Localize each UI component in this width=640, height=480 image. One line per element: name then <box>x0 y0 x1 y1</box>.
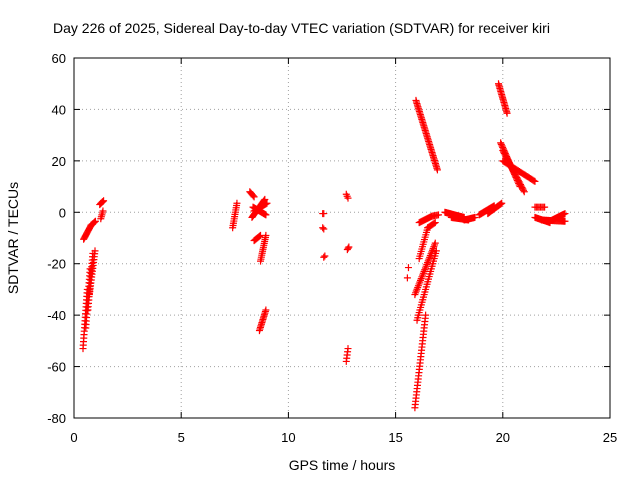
x-tick-label: 0 <box>70 430 77 445</box>
data-point <box>531 177 539 185</box>
data-point <box>520 188 528 196</box>
data-point <box>249 192 257 200</box>
y-tick-label: 20 <box>52 154 66 169</box>
x-axis-label: GPS time / hours <box>289 457 396 473</box>
data-point <box>561 210 569 218</box>
data-point <box>262 231 270 239</box>
data-point <box>99 197 107 205</box>
data-point <box>263 199 271 207</box>
data-point <box>99 207 107 215</box>
x-tick-label: 20 <box>496 430 510 445</box>
chart-title: Day 226 of 2025, Sidereal Day-to-day VTE… <box>53 20 550 36</box>
data-point <box>496 200 504 208</box>
data-point <box>503 109 511 117</box>
y-tick-label: -40 <box>47 308 66 323</box>
plot-frame <box>73 57 611 419</box>
data-point <box>404 264 412 272</box>
data-point <box>233 199 241 207</box>
data-point <box>319 224 327 232</box>
data-point <box>530 177 538 185</box>
data-point <box>320 210 328 218</box>
data-point <box>497 140 505 148</box>
data-points <box>79 80 569 412</box>
x-tick-label: 10 <box>281 430 295 445</box>
data-point <box>262 306 270 314</box>
data-point <box>498 199 506 207</box>
data-point <box>471 213 479 221</box>
data-point <box>262 211 270 219</box>
data-point <box>432 247 440 255</box>
x-tick-label: 5 <box>178 430 185 445</box>
data-point <box>90 219 98 227</box>
data-point <box>100 197 108 205</box>
data-point <box>422 311 430 319</box>
data-point <box>320 225 328 233</box>
data-point <box>431 219 439 227</box>
data-point <box>497 139 505 147</box>
data-point <box>250 193 258 201</box>
data-point <box>320 253 328 261</box>
data-point <box>403 274 411 282</box>
data-point <box>434 211 442 219</box>
data-point <box>98 198 106 206</box>
y-axis-ticks: -80 -60 -40 -20 0 20 40 60 <box>47 51 610 426</box>
data-point <box>256 232 264 240</box>
y-axis-label: SDTVAR / TECUs <box>5 182 21 294</box>
data-point <box>344 194 352 202</box>
data-point <box>344 244 352 252</box>
data-point <box>91 217 99 225</box>
x-axis-ticks: 0 5 10 15 20 25 <box>70 58 617 445</box>
data-point <box>520 186 528 194</box>
y-tick-label: 40 <box>52 102 66 117</box>
data-point <box>431 239 439 247</box>
data-point <box>497 200 505 208</box>
data-point <box>430 219 438 227</box>
y-tick-label: -20 <box>47 257 66 272</box>
data-point <box>561 217 569 225</box>
grid-lines <box>74 58 610 418</box>
data-point <box>345 243 353 251</box>
data-point <box>344 345 352 353</box>
y-tick-label: -80 <box>47 411 66 426</box>
data-point <box>321 252 329 260</box>
y-tick-label: 0 <box>59 205 66 220</box>
x-tick-label: 25 <box>603 430 617 445</box>
x-tick-label: 15 <box>388 430 402 445</box>
data-point <box>91 247 99 255</box>
y-tick-label: -60 <box>47 360 66 375</box>
data-point <box>541 203 549 211</box>
data-point <box>433 166 441 174</box>
data-point <box>498 142 506 150</box>
data-point <box>91 218 99 226</box>
y-tick-label: 60 <box>52 51 66 66</box>
